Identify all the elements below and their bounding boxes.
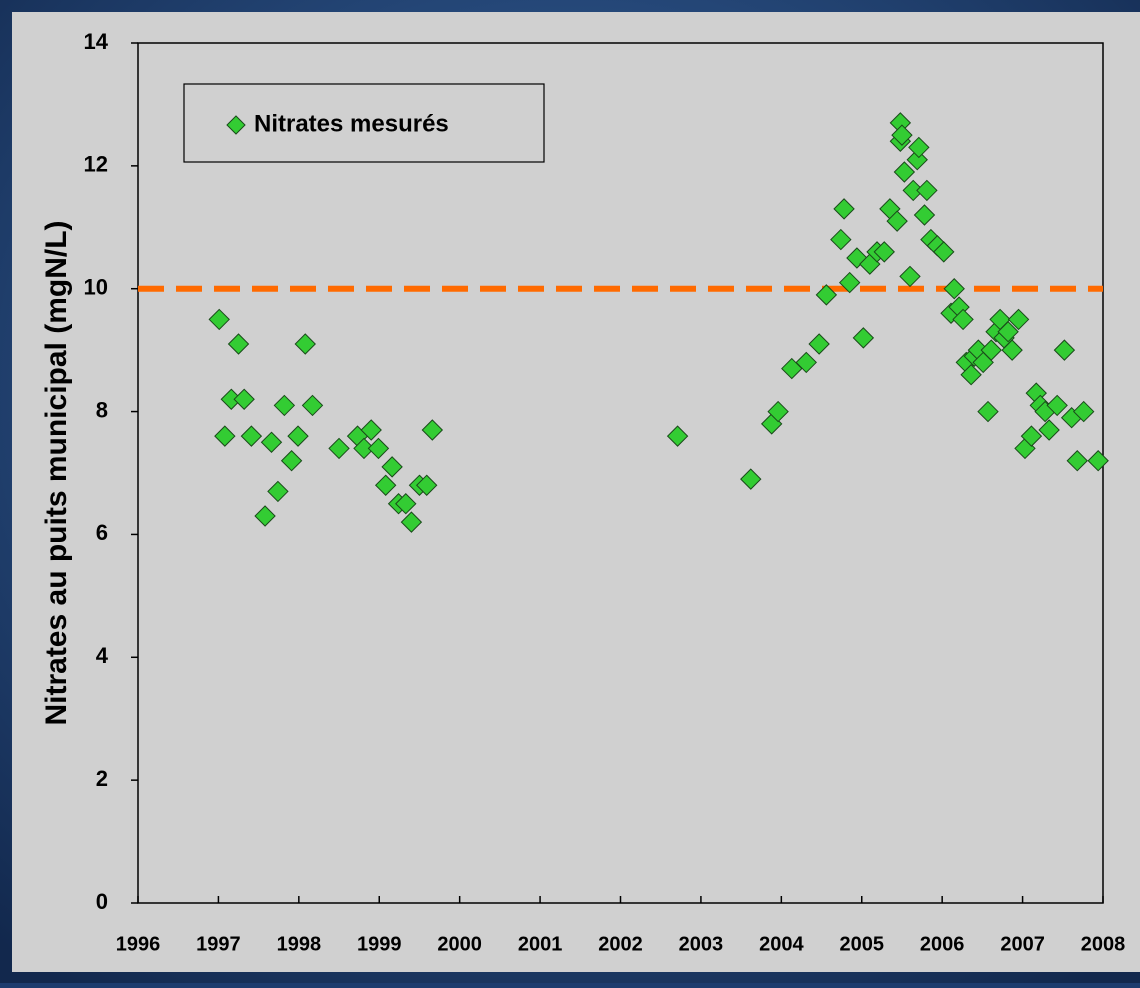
plot-area <box>137 42 1104 904</box>
x-tick-label: 2006 <box>920 933 965 955</box>
x-tick-label: 2004 <box>759 933 804 955</box>
x-tick-label: 2001 <box>518 933 563 955</box>
y-tick-label: 12 <box>84 152 108 177</box>
marker <box>899 265 921 288</box>
marker <box>421 419 444 441</box>
marker <box>1066 450 1088 472</box>
marker <box>353 437 375 460</box>
marker <box>873 241 895 263</box>
y-tick-label: 6 <box>96 520 108 545</box>
marker <box>933 241 955 263</box>
legend-marker <box>226 115 246 135</box>
x-tick-label: 1997 <box>196 933 241 955</box>
marker <box>381 456 403 478</box>
y-axis-label: Nitrates au puits municipal (mgN/L) <box>40 220 73 725</box>
marker <box>997 321 1019 343</box>
marker <box>740 468 762 490</box>
marker <box>227 333 250 355</box>
marker <box>980 339 1002 361</box>
marker <box>891 124 913 146</box>
marker <box>893 161 916 183</box>
marker <box>273 394 296 417</box>
marker <box>240 425 263 447</box>
x-tick-label: 2007 <box>1000 933 1045 955</box>
marker <box>1001 339 1023 361</box>
marker <box>977 400 999 423</box>
marker <box>287 425 309 447</box>
marker <box>415 474 438 496</box>
marker <box>852 327 875 349</box>
marker <box>254 505 276 527</box>
marker <box>1046 394 1068 417</box>
marker <box>838 271 861 294</box>
marker <box>943 278 965 300</box>
x-tick-label: 1999 <box>357 933 402 955</box>
x-tick-label: 1998 <box>277 933 322 955</box>
marker <box>1087 450 1109 472</box>
y-tick-label: 8 <box>96 397 108 422</box>
marker <box>214 425 236 447</box>
x-tick-label: 2000 <box>437 933 482 955</box>
marker <box>795 351 817 374</box>
marker <box>815 284 838 306</box>
marker <box>267 480 289 503</box>
marker <box>767 400 789 423</box>
marker <box>1038 419 1060 441</box>
marker <box>908 136 930 159</box>
marker <box>328 437 350 460</box>
marker <box>833 198 855 220</box>
marker <box>260 431 283 453</box>
marker <box>208 308 230 331</box>
marker <box>830 228 852 251</box>
marker <box>280 450 303 472</box>
x-tick-label: 2005 <box>840 933 885 955</box>
marker <box>913 204 936 226</box>
marker <box>400 511 423 533</box>
marker <box>916 179 938 202</box>
y-tick-label: 2 <box>96 766 108 791</box>
x-tick-label: 2003 <box>679 933 724 955</box>
marker <box>960 364 982 386</box>
marker <box>360 419 382 441</box>
marker <box>233 388 255 410</box>
marker <box>666 425 689 447</box>
x-tick-label: 2002 <box>598 933 643 955</box>
marker <box>1007 308 1030 331</box>
y-tick-label: 0 <box>96 889 108 914</box>
marker <box>374 474 397 496</box>
marker <box>886 210 908 232</box>
marker <box>301 394 324 417</box>
legend-box <box>183 83 545 163</box>
marker <box>1053 339 1076 361</box>
y-tick-label: 14 <box>84 29 109 54</box>
marker <box>952 308 974 331</box>
y-tick-label: 4 <box>96 643 109 668</box>
y-tick-label: 10 <box>84 275 108 300</box>
marker <box>1020 425 1043 447</box>
legend-label: Nitrates mesurés <box>254 110 449 137</box>
marker <box>1072 400 1095 423</box>
marker <box>294 333 316 355</box>
marker <box>808 333 830 355</box>
marker <box>395 493 417 515</box>
x-tick-label: 2008 <box>1081 933 1126 955</box>
x-tick-label: 1996 <box>116 933 161 955</box>
marker <box>367 437 390 460</box>
